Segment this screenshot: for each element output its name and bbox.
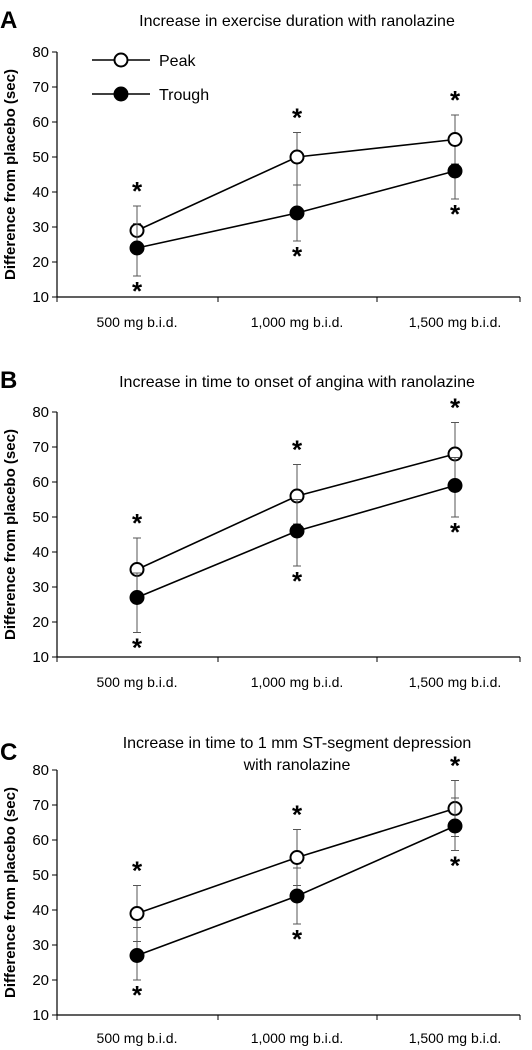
y-tick-label: 10 [32,649,49,666]
y-axis-label: Difference from placebo (sec) [2,429,19,640]
y-tick-label: 20 [32,972,49,989]
data-point-trough [129,948,145,963]
y-tick-label: 80 [32,404,49,421]
y-axis-label: Difference from placebo (sec) [2,787,19,998]
data-point-trough [129,590,145,605]
y-tick-label: 10 [32,1007,49,1024]
significance-asterisk: * [450,85,461,115]
x-tick-label: 1,000 mg b.i.d. [251,1030,344,1046]
significance-asterisk: * [450,199,461,229]
y-tick-label: 50 [32,867,49,884]
y-tick-label: 80 [32,44,49,61]
data-point-peak [129,906,145,921]
data-point-trough [447,478,463,493]
legend-label-peak: Peak [159,53,196,70]
data-point-trough [447,163,463,179]
x-tick-label: 1,500 mg b.i.d. [409,1030,502,1046]
significance-asterisk: * [450,393,461,423]
chart-panel-b: B Increase in time to onset of angina wit… [0,367,521,690]
x-tick-label: 500 mg b.i.d. [97,674,178,690]
significance-asterisk: * [132,508,143,538]
data-point-trough [129,240,145,256]
data-point-peak [447,132,463,147]
y-tick-label: 60 [32,114,49,131]
chart-title: with ranolazine [243,757,351,774]
legend-marker [113,52,129,68]
significance-asterisk: * [132,176,143,206]
y-tick-label: 40 [32,902,49,919]
y-tick-label: 30 [32,579,49,596]
chart-title: Increase in exercise duration with ranol… [139,13,455,30]
significance-asterisk: * [292,435,303,465]
significance-asterisk: * [132,276,143,306]
y-tick-label: 50 [32,509,49,526]
y-tick-label: 20 [32,614,49,631]
panel-label: C [0,739,17,766]
x-tick-label: 1,000 mg b.i.d. [251,674,344,690]
data-point-trough [289,205,305,221]
series-line-peak [136,453,456,571]
y-tick-label: 30 [32,219,49,236]
legend-marker [113,86,129,102]
chart-panel-c: C Increase in time to 1 mm ST-segment dep… [0,735,521,1046]
y-tick-label: 10 [32,289,49,306]
data-point-peak [289,149,305,165]
significance-asterisk: * [450,517,461,547]
data-point-trough [447,818,463,834]
chart-panel-a: A Increase in exercise duration with rano… [0,7,521,330]
data-point-peak [289,850,305,865]
y-tick-label: 60 [32,474,49,491]
legend: Peak Trough [92,52,209,104]
y-tick-label: 70 [32,797,49,814]
significance-asterisk: * [292,924,303,954]
legend-label-trough: Trough [159,87,209,104]
significance-asterisk: * [450,851,461,881]
y-tick-label: 20 [32,254,49,271]
y-tick-label: 70 [32,79,49,96]
chart-title: Increase in time to onset of angina with… [119,374,475,391]
significance-asterisk: * [132,856,143,886]
y-tick-label: 30 [32,937,49,954]
data-point-trough [289,523,305,539]
data-point-trough [289,888,305,904]
significance-asterisk: * [292,566,303,596]
panel-label: B [0,367,17,394]
y-tick-label: 40 [32,544,49,561]
significance-asterisk: * [132,980,143,1010]
y-tick-label: 60 [32,832,49,849]
y-axis-label: Difference from placebo (sec) [2,69,19,280]
x-tick-label: 1,500 mg b.i.d. [409,314,502,330]
significance-asterisk: * [292,103,303,133]
significance-asterisk: * [132,633,143,663]
y-tick-label: 80 [32,762,49,779]
y-tick-label: 70 [32,439,49,456]
x-tick-label: 500 mg b.i.d. [97,314,178,330]
significance-asterisk: * [450,751,461,781]
chart-title: Increase in time to 1 mm ST-segment depr… [123,735,472,752]
y-tick-label: 50 [32,149,49,166]
x-tick-label: 500 mg b.i.d. [97,1030,178,1046]
x-tick-label: 1,500 mg b.i.d. [409,674,502,690]
panel-label: A [0,7,17,34]
y-tick-label: 40 [32,184,49,201]
x-tick-label: 1,000 mg b.i.d. [251,314,344,330]
significance-asterisk: * [292,241,303,271]
significance-asterisk: * [292,800,303,830]
